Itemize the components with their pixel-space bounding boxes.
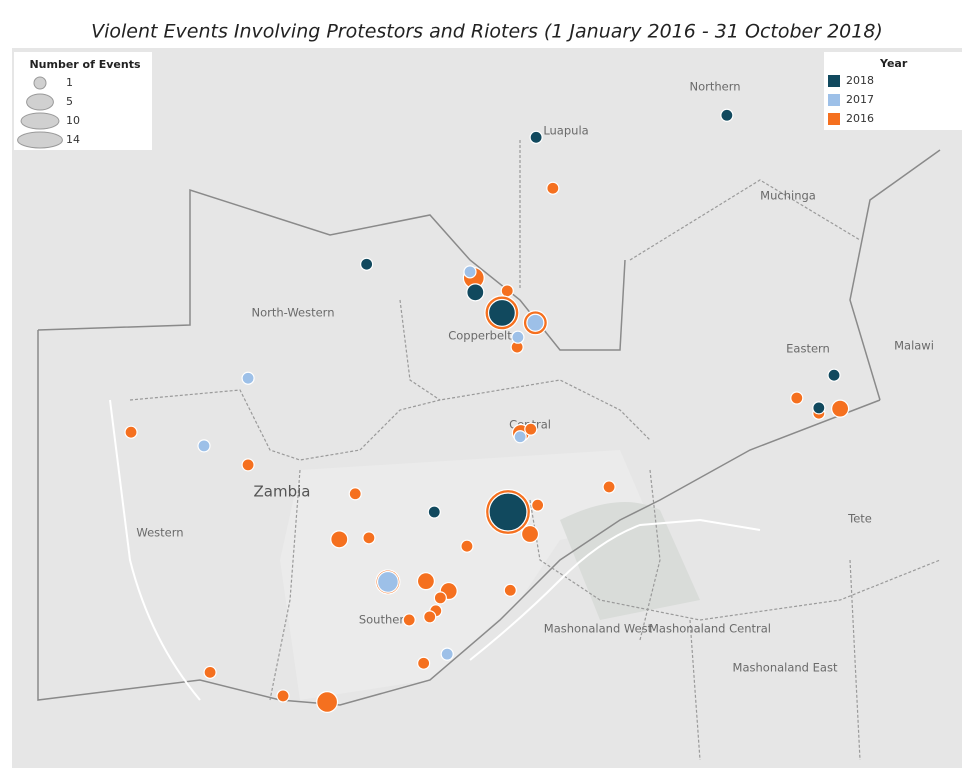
- event-marker: [503, 583, 517, 597]
- event-marker: [402, 613, 416, 627]
- place-label: Mashonaland West: [544, 622, 653, 636]
- size-legend-symbol: [20, 112, 60, 130]
- event-marker: [790, 391, 804, 405]
- size-legend: Number of Events 1 5 10 14: [14, 52, 152, 150]
- event-marker: [433, 591, 447, 605]
- color-legend-title: Year: [879, 57, 908, 70]
- color-legend-swatch: [828, 75, 840, 87]
- place-label: Southern: [359, 613, 411, 627]
- place-label: Muchinga: [760, 189, 816, 203]
- event-marker: [360, 257, 374, 271]
- event-marker: [463, 265, 477, 279]
- size-legend-items: 1 5 10 14: [17, 76, 80, 149]
- event-marker: [487, 298, 516, 327]
- event-marker: [440, 647, 454, 661]
- place-label: Zambia: [254, 483, 311, 501]
- event-marker: [348, 487, 362, 501]
- event-marker: [423, 610, 437, 624]
- place-label: Luapula: [543, 124, 588, 138]
- event-marker: [831, 399, 850, 418]
- size-legend-label: 5: [66, 95, 73, 108]
- event-marker: [524, 422, 538, 436]
- place-label: Tete: [847, 512, 872, 526]
- size-legend-symbol: [33, 76, 47, 90]
- event-marker: [513, 430, 527, 444]
- place-label: Mashonaland Central: [649, 622, 771, 636]
- event-markers: [124, 108, 850, 713]
- event-marker: [546, 181, 560, 195]
- event-marker: [203, 665, 217, 679]
- event-marker: [460, 539, 474, 553]
- place-label: Copperbelt: [448, 329, 512, 343]
- basemap: [12, 48, 962, 768]
- size-legend-title: Number of Events: [29, 58, 140, 71]
- color-legend-items: 2018 2017 2016: [828, 74, 874, 125]
- size-legend-symbol: [26, 93, 54, 111]
- event-marker: [124, 425, 138, 439]
- title: Violent Events Involving Protestors and …: [91, 21, 883, 43]
- event-marker: [316, 691, 339, 713]
- color-legend: Year 2018 2017 2016: [824, 52, 962, 130]
- color-legend-label: 2016: [846, 112, 874, 125]
- event-marker: [511, 330, 525, 344]
- place-label: Northern: [689, 80, 740, 94]
- event-marker: [466, 283, 485, 302]
- size-legend-label: 14: [66, 133, 80, 146]
- event-marker: [417, 656, 431, 670]
- event-marker: [602, 480, 616, 494]
- event-marker: [330, 530, 349, 549]
- event-marker: [526, 313, 545, 332]
- event-marker: [812, 401, 826, 415]
- event-marker: [276, 689, 290, 703]
- event-marker: [197, 439, 211, 453]
- event-marker: [241, 371, 255, 385]
- event-marker: [416, 572, 436, 591]
- event-marker: [376, 570, 399, 593]
- size-legend-label: 1: [66, 76, 73, 89]
- event-marker: [531, 498, 545, 512]
- color-legend-swatch: [828, 113, 840, 125]
- event-marker: [427, 505, 441, 519]
- place-label: North-Western: [251, 306, 334, 320]
- color-legend-label: 2018: [846, 74, 874, 87]
- color-legend-label: 2017: [846, 93, 874, 106]
- event-marker: [720, 108, 734, 122]
- color-legend-swatch: [828, 94, 840, 106]
- event-marker: [241, 458, 255, 472]
- size-legend-label: 10: [66, 114, 80, 127]
- event-marker: [827, 368, 841, 382]
- place-labels: Northern Luapula Muchinga North-Western Copp…: [136, 80, 933, 675]
- place-label: Mashonaland East: [733, 661, 838, 675]
- event-marker: [520, 524, 540, 544]
- event-marker: [529, 130, 543, 144]
- place-label: Eastern: [786, 342, 830, 356]
- place-label: Western: [136, 526, 183, 540]
- event-marker: [488, 492, 528, 532]
- event-marker: [500, 284, 514, 298]
- size-legend-symbol: [17, 131, 63, 149]
- event-marker: [362, 531, 376, 545]
- place-label: Malawi: [894, 339, 934, 353]
